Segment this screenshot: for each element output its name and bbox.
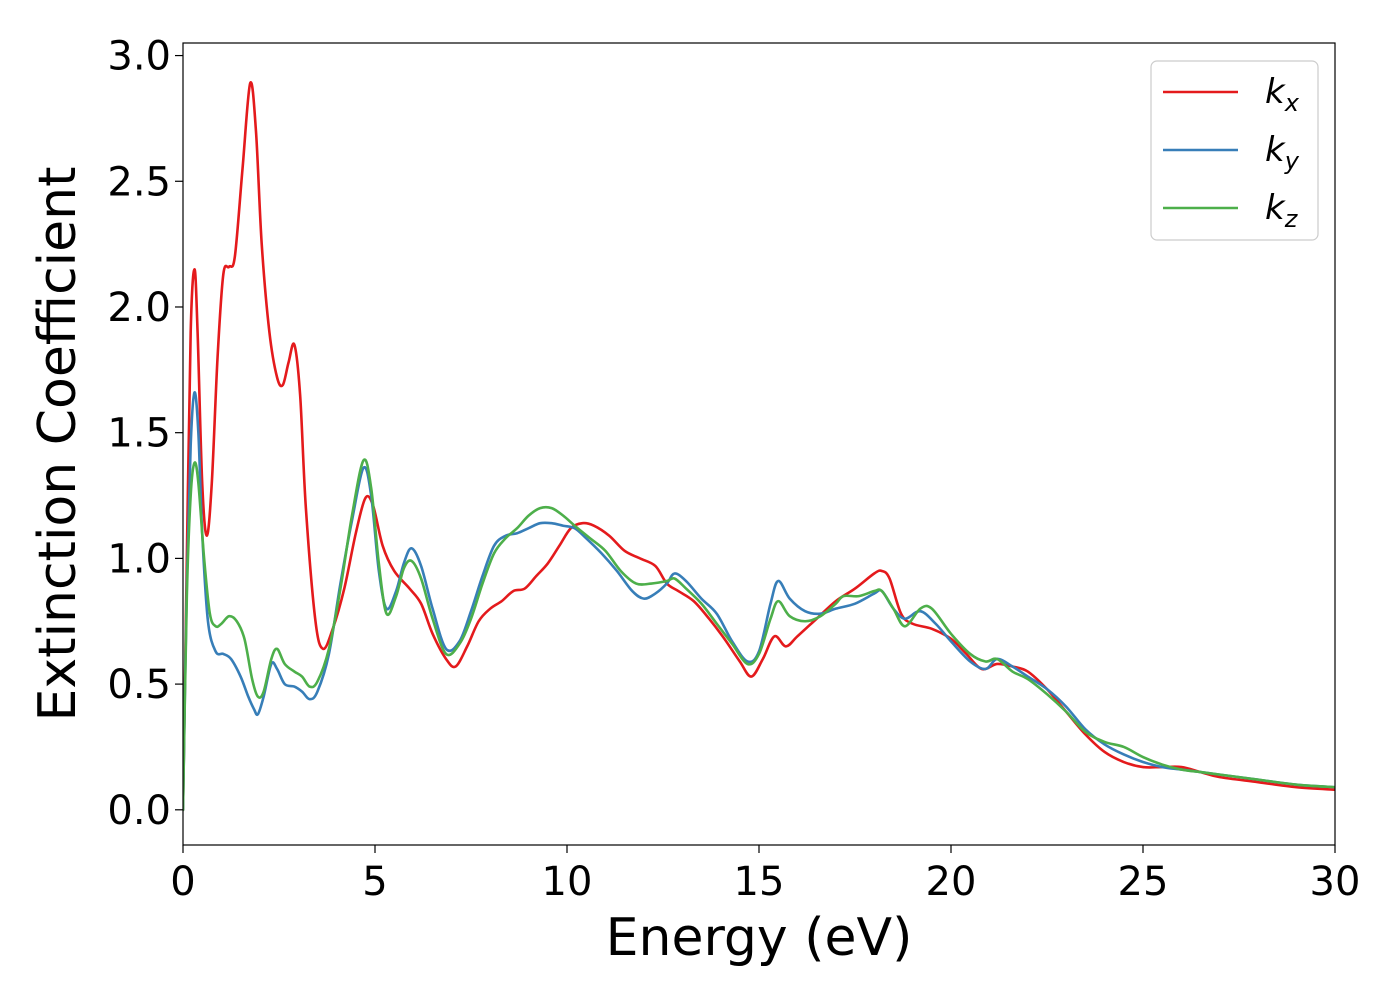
legend: kx ky kz: [1150, 60, 1319, 241]
x-tick-label: 20: [926, 859, 977, 905]
y-axis-ticks: 0.0 0.5 1.0 1.5 2.0 2.5 3.0: [107, 34, 183, 834]
y-tick-label: 2.0: [107, 285, 171, 331]
y-tick-label: 2.5: [107, 159, 171, 205]
y-axis-title: Extinction Coefficient: [28, 167, 88, 722]
x-tick-label: 15: [734, 859, 785, 905]
x-tick-label: 5: [362, 859, 387, 905]
y-tick-label: 0.5: [107, 662, 171, 708]
x-axis-ticks: 0 5 10 15 20 25 30: [170, 845, 1360, 905]
legend-label-y: ky: [1265, 130, 1300, 175]
y-tick-label: 3.0: [107, 34, 171, 80]
series-layer: [183, 81, 1335, 812]
x-tick-label: 10: [542, 859, 593, 905]
y-tick-label: 1.0: [107, 536, 171, 582]
y-tick-label: 0.0: [107, 788, 171, 834]
y-tick-label: 1.5: [107, 411, 171, 457]
x-tick-label: 25: [1118, 859, 1169, 905]
x-tick-label: 0: [170, 859, 195, 905]
legend-label-z: kz: [1265, 188, 1299, 233]
series-line-z: [183, 458, 1335, 812]
legend-label-x: kx: [1265, 72, 1300, 117]
legend-items: kx ky kz: [1163, 72, 1300, 233]
x-axis-title: Energy (eV): [606, 908, 913, 968]
x-tick-label: 30: [1310, 859, 1361, 905]
series-line-y: [183, 391, 1335, 812]
